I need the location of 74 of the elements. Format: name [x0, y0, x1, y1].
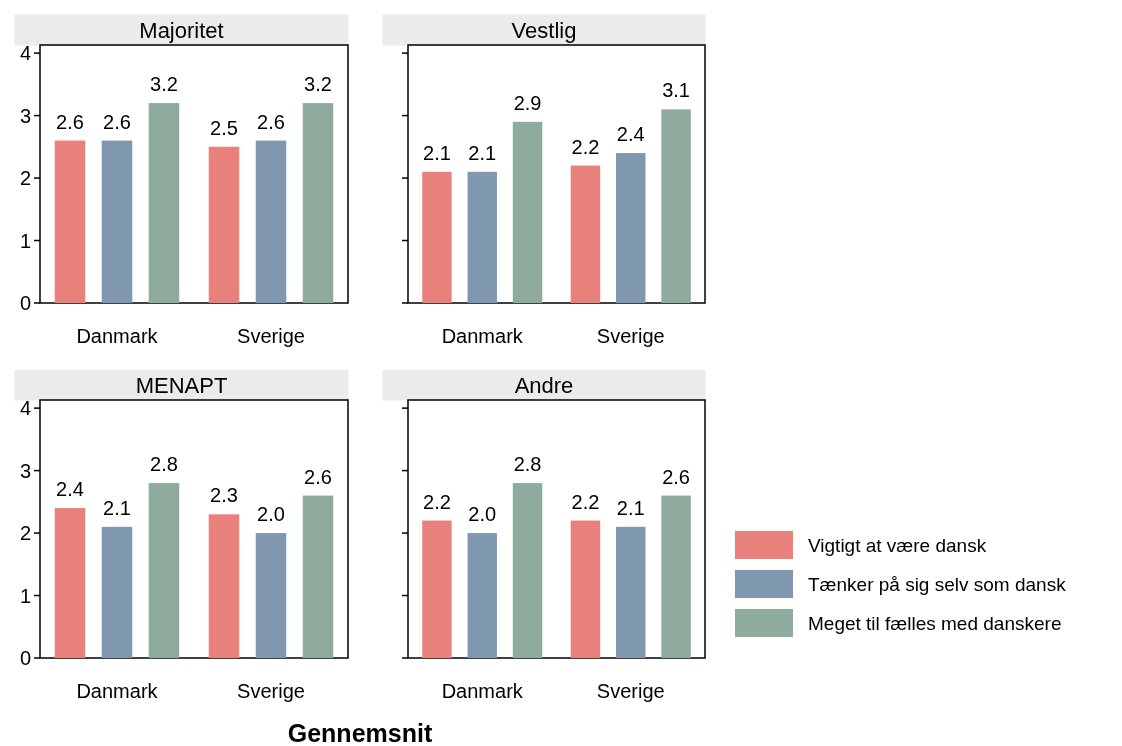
data-label: 2.8	[513, 453, 542, 476]
data-label: 2.1	[616, 496, 645, 519]
bar	[255, 140, 287, 303]
x-tick-label: Danmark	[76, 680, 159, 702]
bar	[302, 495, 334, 658]
chart-title: Majoritet	[139, 18, 224, 43]
x-axis-title: Gennemsnit	[287, 719, 433, 746]
legend-label: Vigtigt at være dansk	[808, 535, 987, 556]
data-label: 2.6	[103, 110, 131, 133]
data-label: 2.1	[103, 496, 131, 519]
y-tick-label: 1	[19, 229, 31, 252]
bar	[148, 483, 180, 658]
chart-title: MENAPT	[135, 373, 228, 398]
bar	[570, 520, 601, 658]
bar	[101, 526, 133, 658]
data-label: 2.1	[468, 141, 497, 164]
data-label: 3.2	[150, 73, 178, 96]
legend-label: Meget til fælles med danskere	[808, 613, 1062, 634]
legend-label: Tænker på sig selv som dansk	[808, 574, 1067, 595]
bar	[255, 533, 287, 658]
data-label: 2.3	[210, 484, 238, 507]
data-label: 2.6	[56, 110, 84, 133]
chart-title: Andre	[514, 373, 574, 398]
data-label: 2.4	[56, 478, 84, 501]
data-label: 2.2	[571, 490, 600, 513]
bar	[148, 103, 180, 303]
data-label: 2.0	[257, 503, 285, 526]
y-tick-label: 1	[19, 584, 31, 607]
data-label: 2.9	[513, 91, 542, 114]
bar	[208, 146, 240, 303]
data-label: 2.6	[304, 465, 332, 488]
bar	[616, 526, 646, 658]
x-tick-label: Danmark	[441, 680, 524, 702]
data-label: 2.0	[468, 503, 497, 526]
data-label: 2.6	[257, 110, 285, 133]
bar	[302, 103, 334, 303]
data-label: 3.2	[304, 73, 332, 96]
bar	[570, 165, 601, 303]
bar	[661, 495, 691, 658]
data-label: 2.4	[616, 123, 645, 146]
data-label: 2.2	[423, 490, 451, 513]
y-tick-label: 0	[19, 647, 31, 669]
y-tick-label: 3	[19, 459, 31, 482]
y-tick-label: 0	[19, 292, 31, 314]
data-label: 2.8	[150, 453, 178, 476]
y-tick-label: 2	[19, 522, 31, 545]
bar	[467, 171, 497, 303]
y-tick-label: 4	[19, 397, 31, 420]
x-tick-label: Sverige	[237, 325, 305, 347]
data-label: 2.5	[210, 116, 238, 139]
bar	[512, 121, 543, 303]
bar	[101, 140, 133, 303]
bar	[208, 514, 240, 658]
bar	[422, 520, 452, 658]
x-tick-label: Sverige	[237, 680, 305, 702]
bar	[616, 153, 646, 303]
bar	[661, 109, 691, 303]
y-tick-label: 2	[19, 167, 31, 190]
bar	[467, 533, 497, 658]
bar	[54, 508, 86, 658]
data-label: 3.1	[662, 79, 690, 102]
y-tick-label: 4	[19, 42, 31, 65]
data-label: 2.2	[571, 135, 600, 158]
x-tick-label: Danmark	[76, 325, 159, 347]
bar	[422, 171, 452, 303]
y-tick-label: 3	[19, 104, 31, 127]
x-tick-label: Sverige	[596, 680, 665, 702]
x-tick-label: Sverige	[596, 325, 665, 347]
data-label: 2.1	[423, 141, 451, 164]
x-tick-label: Danmark	[441, 325, 524, 347]
data-label: 2.6	[662, 465, 690, 488]
bar	[54, 140, 86, 303]
bar	[512, 483, 543, 658]
chart-title: Vestlig	[511, 18, 577, 43]
